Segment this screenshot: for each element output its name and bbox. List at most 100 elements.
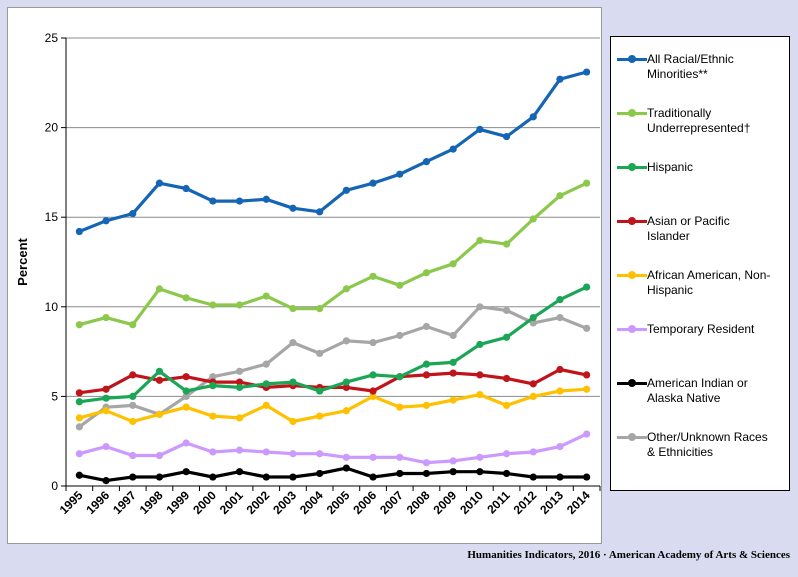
- data-point: [235, 414, 244, 422]
- legend-marker: [628, 217, 636, 225]
- data-point: [182, 294, 190, 302]
- data-point: [583, 473, 591, 481]
- data-point: [342, 378, 350, 386]
- data-point: [369, 272, 377, 280]
- legend-marker: [628, 109, 636, 117]
- data-point: [235, 367, 244, 375]
- data-point: [209, 301, 217, 309]
- data-point: [262, 380, 270, 388]
- legend-label: All Racial/Ethnic Minorities**: [647, 52, 734, 81]
- data-point: [155, 473, 164, 481]
- data-point: [529, 215, 537, 223]
- y-tick-label: 20: [45, 121, 59, 135]
- data-point: [75, 398, 83, 406]
- data-point: [476, 371, 484, 379]
- data-point: [502, 469, 511, 478]
- data-point: [449, 260, 457, 268]
- data-point: [316, 304, 324, 313]
- data-point: [502, 374, 511, 383]
- data-point: [422, 371, 431, 379]
- x-tick-label: 2011: [484, 488, 513, 517]
- data-point: [182, 439, 190, 447]
- data-point: [262, 473, 270, 481]
- data-point: [422, 459, 431, 467]
- data-point: [102, 217, 110, 225]
- data-point: [316, 208, 324, 216]
- data-point: [102, 313, 110, 322]
- data-point: [396, 453, 404, 461]
- data-point: [289, 378, 297, 386]
- data-point: [209, 412, 217, 420]
- legend-item: Traditionally Underrepresented†: [611, 103, 791, 143]
- data-point: [182, 387, 190, 395]
- data-point: [583, 179, 591, 187]
- data-point: [502, 333, 511, 341]
- legend-label: Asian or Pacific Islander: [647, 214, 730, 243]
- data-point: [235, 446, 244, 454]
- series-line: [78, 181, 588, 327]
- x-tick-label: 2008: [404, 488, 433, 517]
- x-tick-label: 1996: [83, 488, 112, 517]
- x-tick-label: 2010: [457, 488, 486, 517]
- x-tick-label: 2001: [217, 488, 246, 517]
- data-point: [476, 125, 484, 133]
- x-tick-label: 2000: [190, 488, 219, 517]
- data-point: [422, 401, 431, 409]
- data-point: [262, 448, 270, 456]
- data-point: [235, 468, 244, 476]
- data-point: [502, 132, 511, 141]
- data-point: [342, 285, 350, 293]
- data-point: [155, 410, 164, 418]
- data-point: [502, 240, 511, 248]
- data-point: [396, 331, 404, 340]
- data-point: [422, 158, 431, 166]
- data-point: [529, 380, 537, 388]
- data-point: [476, 236, 484, 245]
- data-point: [209, 197, 217, 205]
- series-line: [78, 387, 587, 424]
- data-point: [369, 392, 377, 400]
- x-tick-label: 2013: [537, 488, 566, 517]
- data-point: [102, 407, 110, 415]
- data-point: [583, 283, 591, 291]
- data-point: [182, 184, 190, 193]
- x-tick-label: 2004: [297, 488, 326, 517]
- data-point: [289, 339, 297, 347]
- x-tick-label: 2014: [564, 488, 593, 517]
- data-point: [449, 396, 457, 404]
- data-point: [556, 192, 564, 200]
- data-point: [155, 285, 164, 293]
- series-line: [78, 466, 587, 483]
- data-point: [182, 392, 190, 400]
- data-point: [476, 303, 484, 311]
- x-tick-label: 2006: [350, 488, 379, 517]
- y-tick-label: 10: [45, 300, 59, 314]
- data-point: [476, 468, 484, 476]
- data-point: [583, 385, 591, 393]
- data-point: [583, 324, 591, 332]
- series-line: [78, 305, 588, 429]
- data-point: [449, 331, 457, 340]
- data-point: [75, 227, 83, 236]
- data-point: [316, 450, 324, 458]
- data-point: [449, 457, 457, 465]
- x-tick-label: 2009: [430, 488, 459, 517]
- data-point: [449, 468, 457, 476]
- data-point: [529, 473, 537, 481]
- x-tick-label: 1998: [137, 488, 166, 517]
- data-point: [502, 401, 511, 409]
- source-credit: Humanities Indicators, 2016 · American A…: [467, 549, 790, 561]
- data-point: [422, 360, 431, 368]
- data-point: [476, 340, 484, 349]
- y-tick-label: 5: [51, 389, 58, 403]
- legend-marker: [628, 379, 636, 387]
- data-point: [129, 371, 137, 379]
- series-line: [78, 70, 588, 233]
- data-point: [396, 403, 404, 411]
- x-tick-label: 2007: [377, 488, 406, 517]
- data-point: [182, 468, 190, 476]
- x-tick-label: 2003: [270, 488, 299, 517]
- data-point: [316, 349, 324, 357]
- data-point: [262, 360, 270, 368]
